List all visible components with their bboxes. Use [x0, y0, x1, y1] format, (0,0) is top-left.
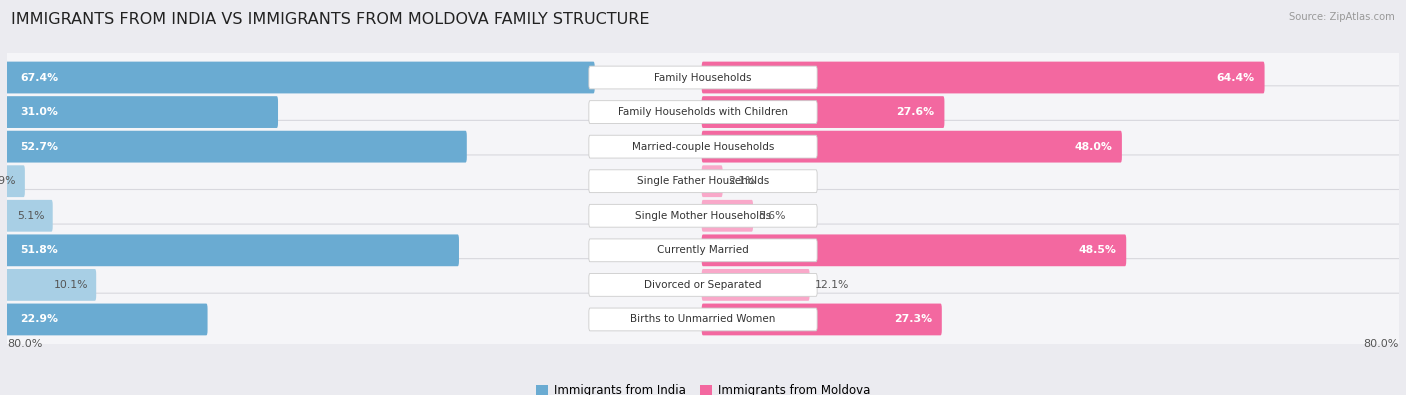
FancyBboxPatch shape [0, 51, 1406, 104]
FancyBboxPatch shape [589, 204, 817, 227]
FancyBboxPatch shape [6, 62, 595, 94]
FancyBboxPatch shape [702, 96, 945, 128]
Text: 48.0%: 48.0% [1074, 142, 1112, 152]
Text: 27.3%: 27.3% [894, 314, 932, 324]
FancyBboxPatch shape [6, 96, 278, 128]
FancyBboxPatch shape [702, 165, 723, 197]
Text: 67.4%: 67.4% [20, 73, 58, 83]
Text: Source: ZipAtlas.com: Source: ZipAtlas.com [1289, 12, 1395, 22]
Text: 10.1%: 10.1% [53, 280, 89, 290]
FancyBboxPatch shape [0, 155, 1406, 207]
Text: 27.6%: 27.6% [896, 107, 935, 117]
FancyBboxPatch shape [702, 131, 1122, 163]
Text: 31.0%: 31.0% [20, 107, 58, 117]
FancyBboxPatch shape [589, 135, 817, 158]
FancyBboxPatch shape [0, 190, 1406, 242]
FancyBboxPatch shape [6, 269, 96, 301]
FancyBboxPatch shape [589, 170, 817, 193]
FancyBboxPatch shape [6, 303, 208, 335]
FancyBboxPatch shape [589, 101, 817, 124]
FancyBboxPatch shape [702, 235, 1126, 266]
FancyBboxPatch shape [702, 200, 754, 231]
Text: 52.7%: 52.7% [20, 142, 58, 152]
FancyBboxPatch shape [589, 308, 817, 331]
Text: 48.5%: 48.5% [1078, 245, 1116, 255]
FancyBboxPatch shape [589, 66, 817, 89]
Text: 5.1%: 5.1% [17, 211, 45, 221]
FancyBboxPatch shape [6, 235, 458, 266]
FancyBboxPatch shape [589, 273, 817, 296]
FancyBboxPatch shape [702, 269, 810, 301]
FancyBboxPatch shape [702, 62, 1264, 94]
FancyBboxPatch shape [0, 259, 1406, 311]
Text: 12.1%: 12.1% [815, 280, 849, 290]
Text: 64.4%: 64.4% [1216, 73, 1254, 83]
FancyBboxPatch shape [6, 165, 25, 197]
FancyBboxPatch shape [0, 86, 1406, 138]
Text: Currently Married: Currently Married [657, 245, 749, 255]
Text: 80.0%: 80.0% [7, 339, 42, 349]
Text: 2.1%: 2.1% [728, 176, 756, 186]
Text: Family Households: Family Households [654, 73, 752, 83]
Text: 80.0%: 80.0% [1364, 339, 1399, 349]
FancyBboxPatch shape [6, 200, 52, 231]
Legend: Immigrants from India, Immigrants from Moldova: Immigrants from India, Immigrants from M… [531, 379, 875, 395]
Text: 5.6%: 5.6% [759, 211, 786, 221]
Text: Divorced or Separated: Divorced or Separated [644, 280, 762, 290]
Text: 22.9%: 22.9% [20, 314, 58, 324]
Text: 51.8%: 51.8% [20, 245, 58, 255]
FancyBboxPatch shape [0, 293, 1406, 346]
Text: Births to Unmarried Women: Births to Unmarried Women [630, 314, 776, 324]
FancyBboxPatch shape [0, 224, 1406, 276]
FancyBboxPatch shape [0, 120, 1406, 173]
Text: Single Father Households: Single Father Households [637, 176, 769, 186]
FancyBboxPatch shape [589, 239, 817, 262]
Text: Single Mother Households: Single Mother Households [636, 211, 770, 221]
Text: 1.9%: 1.9% [0, 176, 17, 186]
Text: Family Households with Children: Family Households with Children [619, 107, 787, 117]
FancyBboxPatch shape [702, 303, 942, 335]
Text: Married-couple Households: Married-couple Households [631, 142, 775, 152]
FancyBboxPatch shape [6, 131, 467, 163]
Text: IMMIGRANTS FROM INDIA VS IMMIGRANTS FROM MOLDOVA FAMILY STRUCTURE: IMMIGRANTS FROM INDIA VS IMMIGRANTS FROM… [11, 12, 650, 27]
